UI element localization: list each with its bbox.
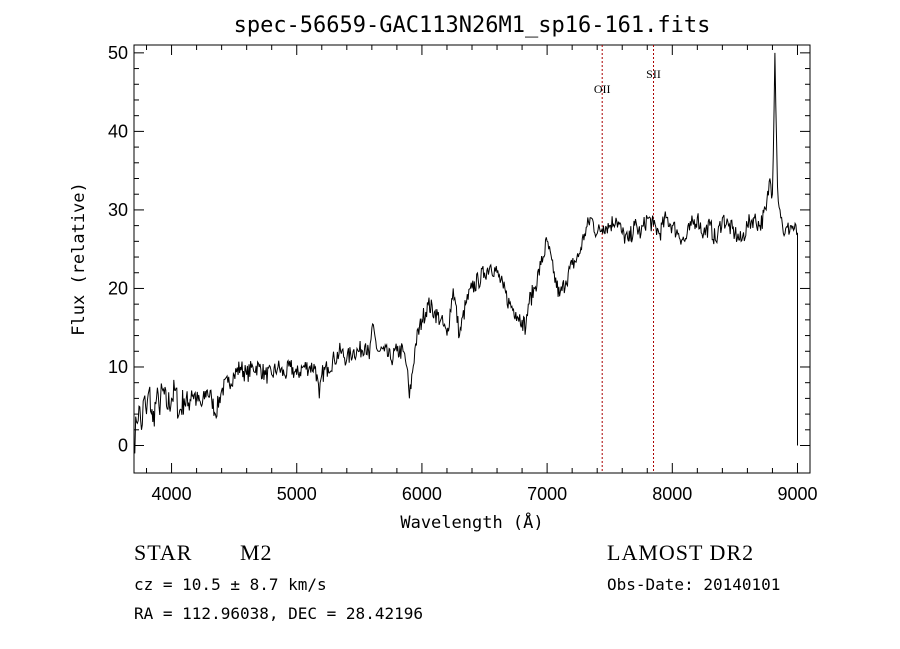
x-tick-labels: 4000 5000 6000 7000 8000 9000 (152, 484, 818, 504)
x-tick-label: 4000 (152, 484, 192, 504)
x-axis-label: Wavelength (Å) (400, 511, 543, 533)
emission-line-markers: OII SII (594, 45, 661, 473)
x-tick-label: 5000 (277, 484, 317, 504)
y-tick-label: 20 (108, 278, 128, 298)
survey-name: LAMOST DR2 (607, 540, 755, 565)
x-tick-label: 7000 (527, 484, 567, 504)
y-axis-label: Flux (relative) (69, 182, 89, 336)
y-tick-label: 30 (108, 200, 128, 220)
line-label-sii: SII (646, 67, 661, 81)
x-tick-label: 9000 (777, 484, 817, 504)
y-tick-label: 40 (108, 121, 128, 141)
spectrum-line (133, 52, 798, 454)
y-tick-label: 0 (118, 436, 128, 456)
x-tick-label: 8000 (652, 484, 692, 504)
axis-ticks (134, 45, 810, 473)
y-tick-label: 10 (108, 357, 128, 377)
redshift-readout: cz = 10.5 ± 8.7 km/s (134, 575, 327, 594)
chart-title: spec-56659-GAC113N26M1_sp16-161.fits (234, 13, 711, 38)
coordinates: RA = 112.96038, DEC = 28.42196 (134, 604, 423, 623)
y-tick-labels: 0 10 20 30 40 50 (108, 43, 128, 456)
y-tick-label: 50 (108, 43, 128, 63)
line-label-oii: OII (594, 82, 611, 96)
plot-frame (133, 44, 811, 474)
x-tick-label: 6000 (402, 484, 442, 504)
object-subclass: M2 (240, 540, 273, 565)
obs-date: Obs-Date: 20140101 (607, 575, 781, 594)
object-class: STAR (134, 540, 193, 565)
